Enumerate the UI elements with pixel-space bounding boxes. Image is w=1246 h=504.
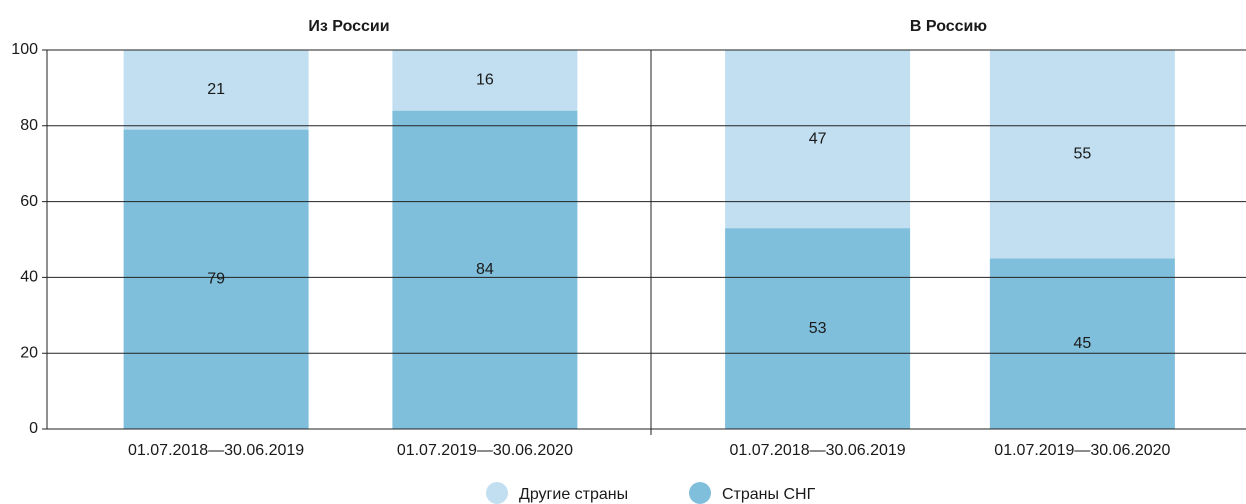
bar-segment xyxy=(989,258,1175,429)
bar-segment xyxy=(123,50,309,130)
legend-swatch xyxy=(486,482,508,504)
data-label: 47 xyxy=(809,130,827,147)
legend-label: Страны СНГ xyxy=(722,486,816,503)
bar-segment xyxy=(989,50,1175,259)
bar-segment xyxy=(725,228,911,429)
y-tick-label: 100 xyxy=(11,41,38,58)
data-label: 45 xyxy=(1073,335,1091,352)
panel-title: Из России xyxy=(308,18,389,35)
data-label: 55 xyxy=(1073,145,1091,162)
y-tick-label: 80 xyxy=(20,117,38,134)
y-tick-label: 0 xyxy=(29,420,38,437)
data-label: 16 xyxy=(476,72,494,89)
x-tick-label: 01.07.2018—30.06.2019 xyxy=(730,442,906,459)
x-tick-label: 01.07.2019—30.06.2020 xyxy=(994,442,1170,459)
y-tick-label: 20 xyxy=(20,344,38,361)
panel-title: В Россию xyxy=(910,18,987,35)
bar-segment xyxy=(392,110,578,429)
x-tick-label: 01.07.2019—30.06.2020 xyxy=(397,442,573,459)
x-tick-label: 01.07.2018—30.06.2019 xyxy=(128,442,304,459)
data-label: 53 xyxy=(809,320,827,337)
data-label: 84 xyxy=(476,261,494,278)
legend-label: Другие страны xyxy=(519,486,628,503)
y-tick-label: 40 xyxy=(20,269,38,286)
bar-segment xyxy=(725,50,911,229)
data-label: 79 xyxy=(207,271,225,288)
bar-segment xyxy=(123,129,309,429)
data-label: 21 xyxy=(207,81,225,98)
bar-segment xyxy=(392,50,578,111)
legend-swatch xyxy=(689,482,711,504)
y-tick-label: 60 xyxy=(20,193,38,210)
